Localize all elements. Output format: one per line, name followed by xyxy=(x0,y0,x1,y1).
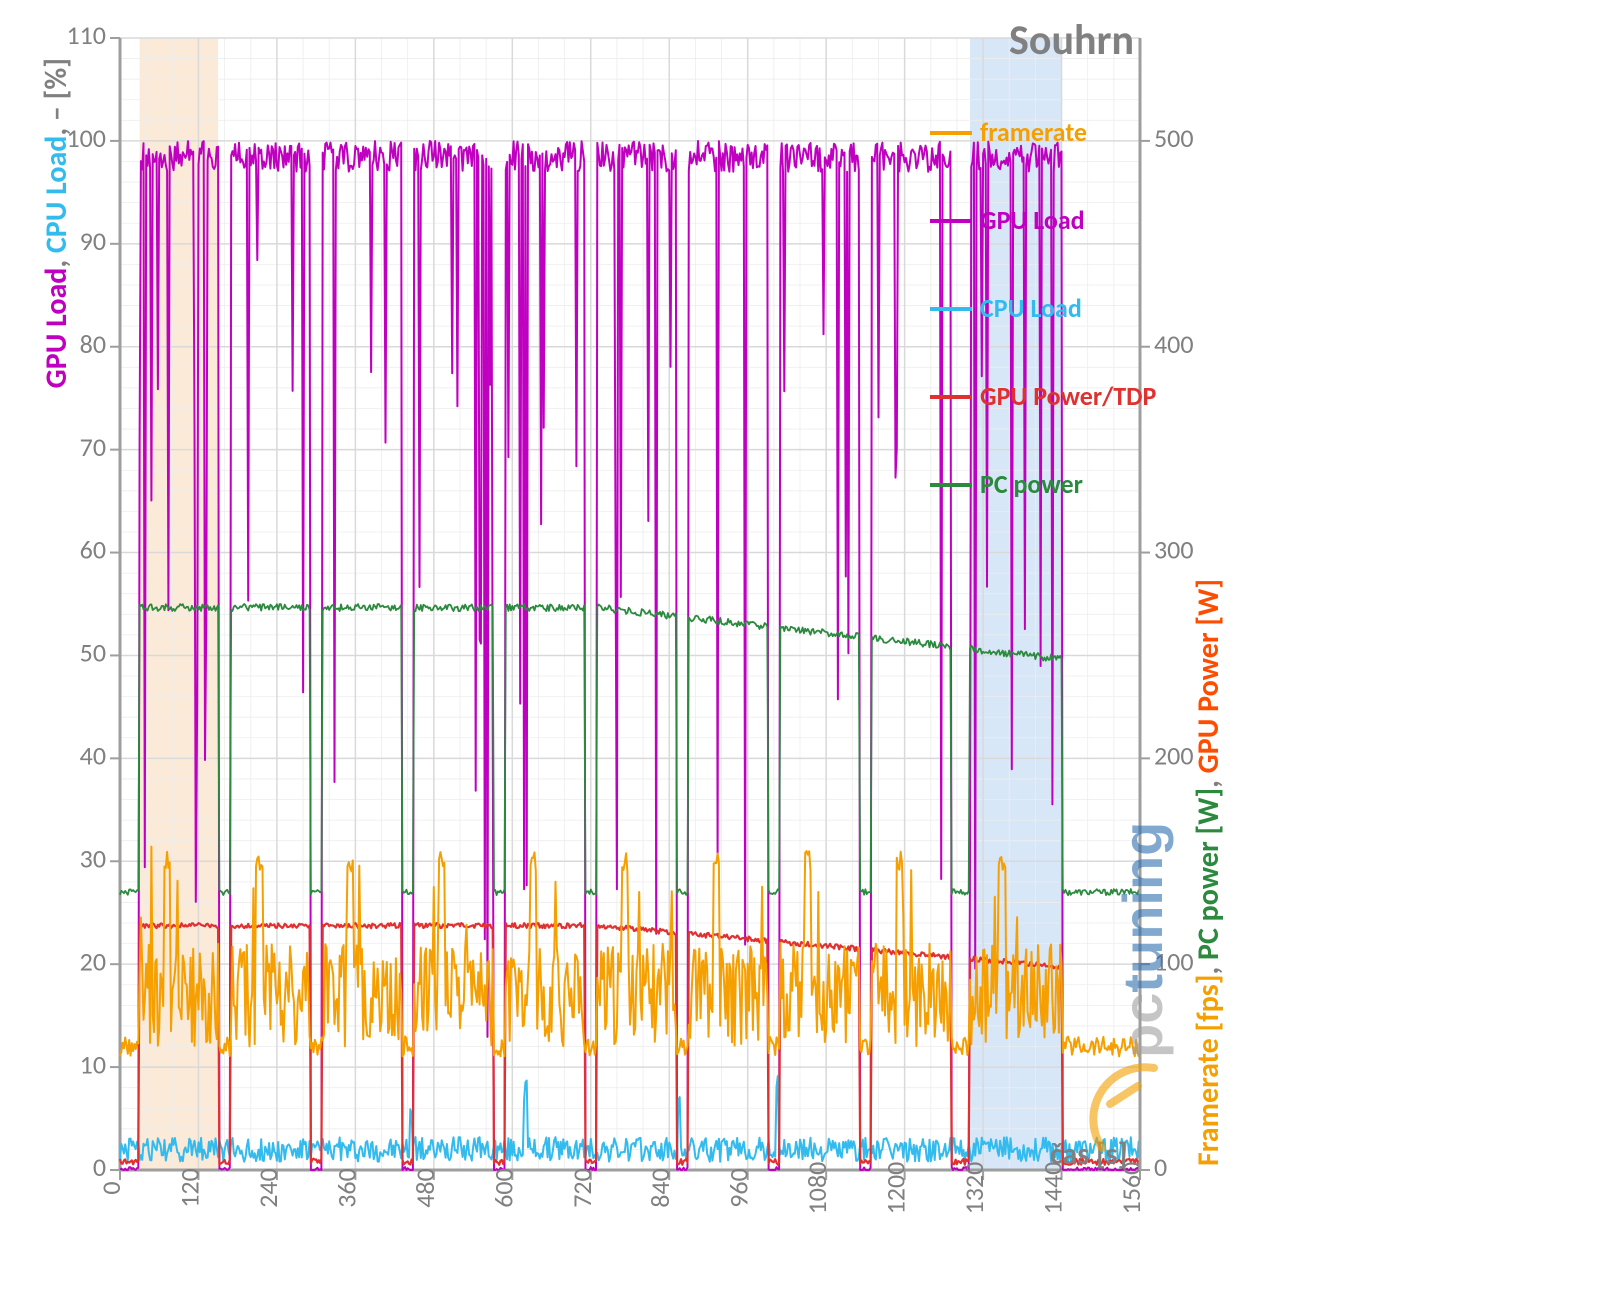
legend-label: PC power xyxy=(980,468,1083,500)
legend-label: framerate xyxy=(980,116,1087,148)
chart-container: 0120240360480600720840960108012001320144… xyxy=(0,0,1600,1313)
y-right-tick-label: 0 xyxy=(1154,1151,1167,1183)
y-left-tick-label: 70 xyxy=(80,431,106,463)
x-tick-label: 1320 xyxy=(958,1162,990,1215)
y-left-tick-label: 40 xyxy=(80,740,106,772)
x-tick-label: 480 xyxy=(409,1168,441,1208)
y-right-tick-label: 500 xyxy=(1154,122,1194,154)
x-tick-label: 0 xyxy=(95,1181,127,1194)
x-tick-label: 360 xyxy=(330,1168,362,1208)
x-tick-label: 1080 xyxy=(801,1162,833,1215)
x-tick-label: 1200 xyxy=(880,1162,912,1215)
x-tick-label: 240 xyxy=(252,1168,284,1208)
legend-label: GPU Load xyxy=(980,204,1085,236)
chart-svg: 0120240360480600720840960108012001320144… xyxy=(0,0,1600,1313)
y-right-tick-label: 300 xyxy=(1154,534,1194,566)
y-left-tick-label: 10 xyxy=(80,1048,106,1080)
y-left-tick-label: 110 xyxy=(66,19,106,51)
y-left-axis-label: GPU Load, CPU Load, – [%] xyxy=(38,58,75,388)
svg-text:pctuning: pctuning xyxy=(1111,822,1174,1058)
legend-label: GPU Power/TDP xyxy=(980,380,1157,412)
y-right-axis-label: Framerate [fps], PC power [W], GPU Power… xyxy=(1190,579,1227,1166)
y-left-tick-label: 60 xyxy=(80,534,106,566)
x-tick-label: 600 xyxy=(487,1168,519,1208)
y-left-tick-label: 0 xyxy=(93,1151,106,1183)
y-left-tick-label: 20 xyxy=(80,945,106,977)
legend-label: CPU Load xyxy=(980,292,1082,324)
y-right-tick-label: 200 xyxy=(1154,740,1194,772)
y-left-tick-label: 90 xyxy=(80,225,106,257)
y-right-tick-label: 400 xyxy=(1154,328,1194,360)
x-axis-title: čas [s] xyxy=(1050,1136,1127,1173)
chart-title: Souhrn xyxy=(1009,15,1134,66)
y-left-tick-label: 50 xyxy=(80,637,106,669)
x-tick-label: 840 xyxy=(644,1168,676,1208)
x-tick-label: 720 xyxy=(566,1168,598,1208)
y-left-tick-label: 30 xyxy=(80,842,106,874)
x-tick-label: 120 xyxy=(173,1168,205,1208)
y-left-tick-label: 80 xyxy=(80,328,106,360)
x-tick-label: 960 xyxy=(723,1168,755,1208)
